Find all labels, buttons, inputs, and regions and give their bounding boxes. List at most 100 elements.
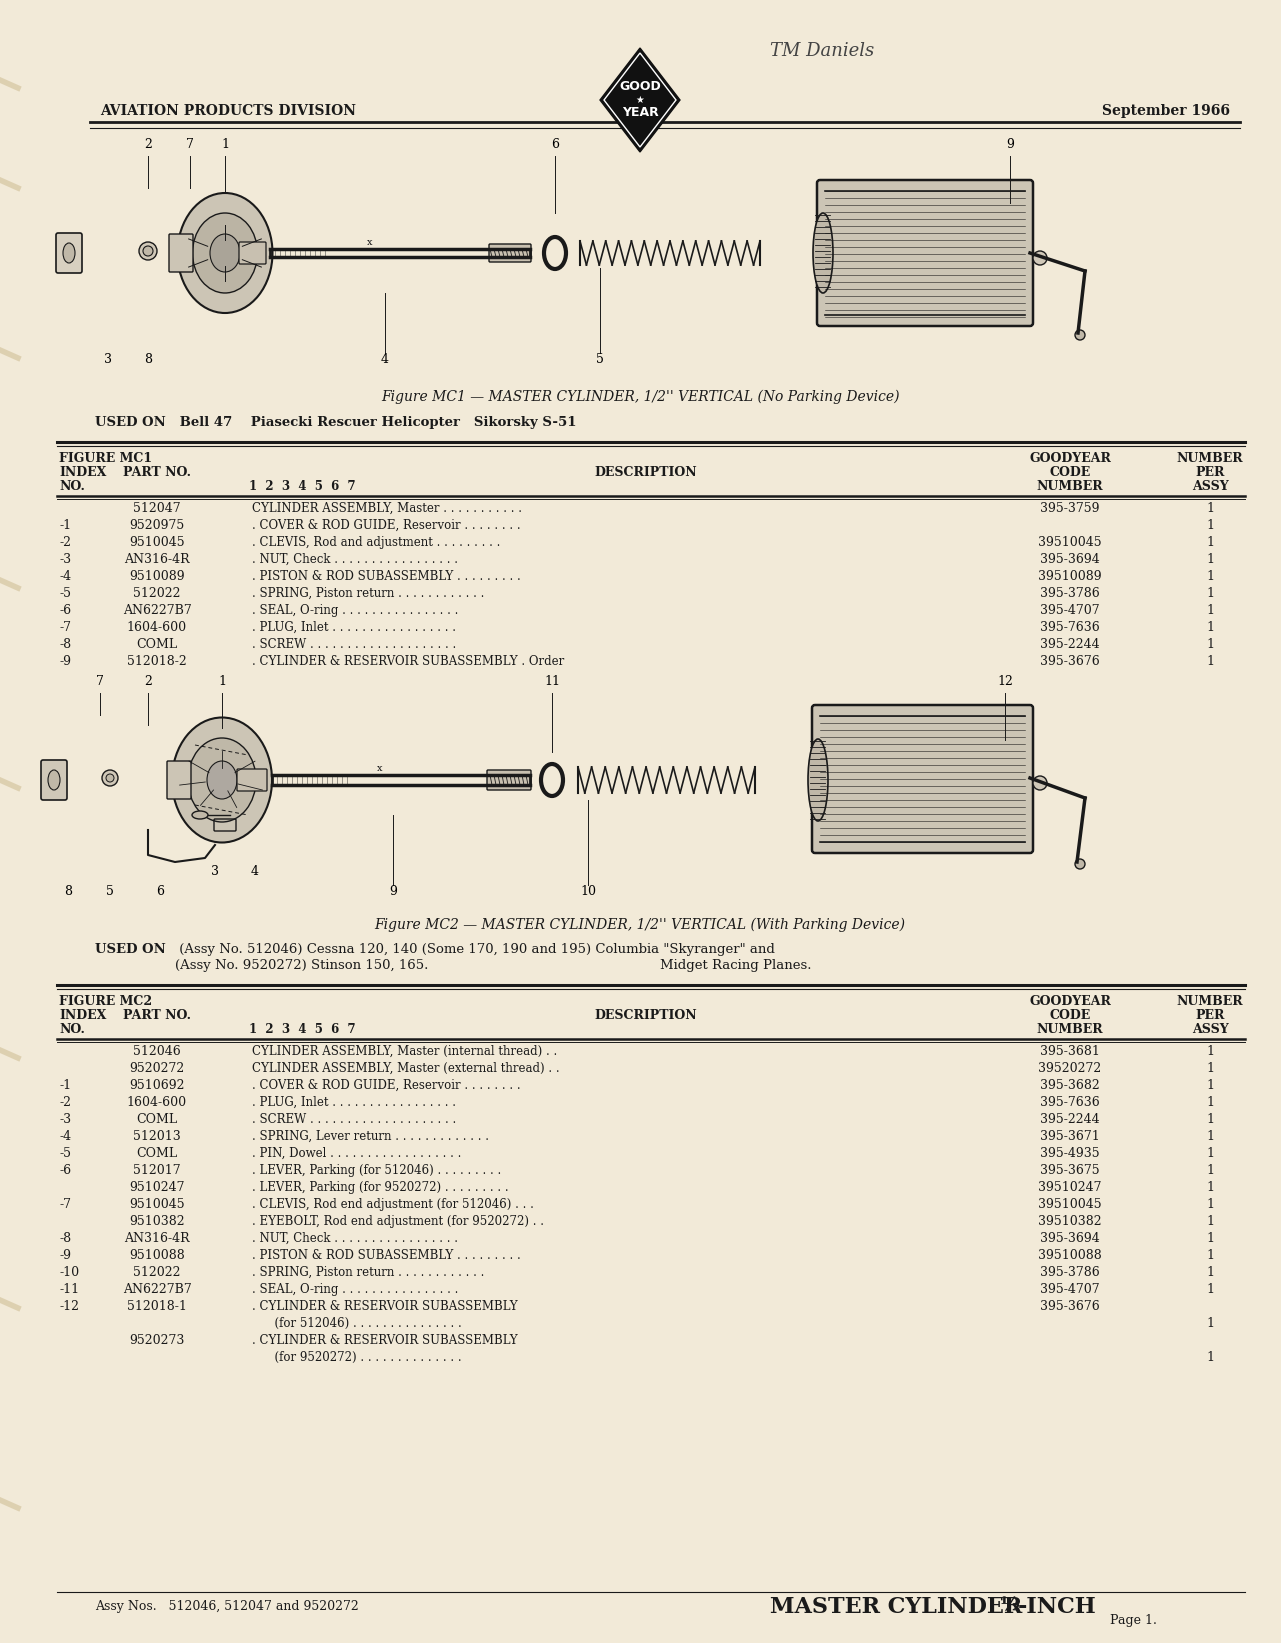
Text: 395-3682: 395-3682	[1040, 1079, 1100, 1093]
Text: AN6227B7: AN6227B7	[123, 605, 191, 618]
Text: . SCREW . . . . . . . . . . . . . . . . . . . .: . SCREW . . . . . . . . . . . . . . . . …	[252, 1112, 456, 1125]
Text: 3: 3	[211, 864, 219, 877]
Text: -2: -2	[59, 1096, 70, 1109]
Text: 395-7636: 395-7636	[1040, 1096, 1100, 1109]
Text: NUMBER: NUMBER	[1036, 1024, 1103, 1037]
Text: 512018-2: 512018-2	[127, 656, 187, 669]
Text: 1: 1	[1205, 621, 1214, 634]
Text: 1: 1	[1205, 587, 1214, 600]
Text: 5: 5	[596, 353, 603, 366]
Text: 8: 8	[64, 886, 72, 899]
Text: 1: 1	[1205, 1096, 1214, 1109]
Text: 9: 9	[389, 886, 397, 899]
Text: 512022: 512022	[133, 587, 181, 600]
Text: 9510692: 9510692	[129, 1079, 184, 1093]
FancyBboxPatch shape	[812, 705, 1032, 853]
Text: 1  2  3  4  5  6  7: 1 2 3 4 5 6 7	[249, 1024, 355, 1037]
Text: 12: 12	[997, 675, 1013, 688]
Text: -10: -10	[59, 1267, 79, 1278]
Text: 1: 1	[1205, 1198, 1214, 1211]
Text: x: x	[377, 764, 383, 772]
Text: 512013: 512013	[133, 1130, 181, 1144]
Text: 11: 11	[544, 675, 560, 688]
Ellipse shape	[172, 718, 272, 843]
FancyBboxPatch shape	[41, 761, 67, 800]
Text: 8: 8	[143, 353, 152, 366]
Text: -INCH: -INCH	[1018, 1595, 1097, 1618]
Text: 9510045: 9510045	[129, 1198, 184, 1211]
Text: 1: 1	[1205, 1232, 1214, 1245]
FancyBboxPatch shape	[240, 242, 266, 265]
Text: 395-2244: 395-2244	[1040, 1112, 1100, 1125]
FancyBboxPatch shape	[237, 769, 266, 790]
Text: 39520272: 39520272	[1039, 1061, 1102, 1075]
Text: FIGURE MC1: FIGURE MC1	[59, 452, 152, 465]
Text: 395-3681: 395-3681	[1040, 1045, 1100, 1058]
Text: . SPRING, Piston return . . . . . . . . . . . .: . SPRING, Piston return . . . . . . . . …	[252, 1267, 484, 1278]
Text: 9510088: 9510088	[129, 1249, 184, 1262]
Text: GOODYEAR: GOODYEAR	[1029, 996, 1111, 1009]
Text: INDEX: INDEX	[59, 1009, 106, 1022]
Text: 1: 1	[1205, 1147, 1214, 1160]
Text: -3: -3	[59, 554, 72, 565]
Text: 512046: 512046	[133, 1045, 181, 1058]
Text: . CLEVIS, Rod end adjustment (for 512046) . . .: . CLEVIS, Rod end adjustment (for 512046…	[252, 1198, 534, 1211]
Text: . NUT, Check . . . . . . . . . . . . . . . . .: . NUT, Check . . . . . . . . . . . . . .…	[252, 554, 459, 565]
FancyBboxPatch shape	[489, 245, 532, 261]
Text: -5: -5	[59, 587, 70, 600]
Ellipse shape	[208, 761, 237, 798]
Text: 1: 1	[1205, 1351, 1214, 1364]
Text: 395-4707: 395-4707	[1040, 605, 1100, 618]
Text: 4: 4	[380, 353, 389, 366]
Text: MASTER CYLINDER: MASTER CYLINDER	[770, 1595, 1030, 1618]
Text: 1: 1	[1205, 1181, 1214, 1194]
Text: 512047: 512047	[133, 503, 181, 514]
Text: ½: ½	[1000, 1595, 1021, 1613]
Text: . CYLINDER & RESERVOIR SUBASSEMBLY . Order: . CYLINDER & RESERVOIR SUBASSEMBLY . Ord…	[252, 656, 564, 669]
Text: 2: 2	[143, 675, 152, 688]
Text: 9510247: 9510247	[129, 1181, 184, 1194]
Text: . COVER & ROD GUIDE, Reservoir . . . . . . . .: . COVER & ROD GUIDE, Reservoir . . . . .…	[252, 1079, 520, 1093]
Text: 395-3694: 395-3694	[1040, 1232, 1100, 1245]
Text: USED ON   Bell 47    Piasecki Rescuer Helicopter   Sikorsky S-51: USED ON Bell 47 Piasecki Rescuer Helicop…	[95, 416, 576, 429]
Text: Page 1.: Page 1.	[1111, 1613, 1157, 1627]
Text: 1: 1	[1205, 1283, 1214, 1296]
Text: USED ON: USED ON	[95, 943, 165, 956]
FancyBboxPatch shape	[169, 233, 193, 273]
Text: 6: 6	[156, 886, 164, 899]
Text: TM Daniels: TM Daniels	[770, 43, 874, 61]
Text: 9510089: 9510089	[129, 570, 184, 583]
Text: 395-3671: 395-3671	[1040, 1130, 1100, 1144]
Text: . CYLINDER & RESERVOIR SUBASSEMBLY: . CYLINDER & RESERVOIR SUBASSEMBLY	[252, 1300, 518, 1313]
Text: -3: -3	[59, 1112, 72, 1125]
Text: NUMBER: NUMBER	[1177, 452, 1244, 465]
Text: 1: 1	[1205, 637, 1214, 651]
Text: 1: 1	[1205, 1061, 1214, 1075]
Text: ASSY: ASSY	[1191, 480, 1228, 493]
Text: 7: 7	[186, 138, 193, 151]
Text: -12: -12	[59, 1300, 79, 1313]
Text: INDEX: INDEX	[59, 467, 106, 480]
Text: 1: 1	[222, 138, 229, 151]
Ellipse shape	[47, 771, 60, 790]
Text: -9: -9	[59, 1249, 70, 1262]
Text: 395-3694: 395-3694	[1040, 554, 1100, 565]
Text: 10: 10	[580, 886, 596, 899]
Text: 1: 1	[1205, 1079, 1214, 1093]
Ellipse shape	[210, 233, 240, 273]
Text: 39510247: 39510247	[1038, 1181, 1102, 1194]
Text: 9520272: 9520272	[129, 1061, 184, 1075]
Text: 39510045: 39510045	[1038, 1198, 1102, 1211]
Text: (Assy No. 512046) Cessna 120, 140 (Some 170, 190 and 195) Columbia "Skyranger" a: (Assy No. 512046) Cessna 120, 140 (Some …	[175, 943, 775, 956]
Ellipse shape	[1032, 775, 1047, 790]
Text: 1: 1	[1205, 1267, 1214, 1278]
Text: x: x	[368, 238, 373, 246]
Text: . SCREW . . . . . . . . . . . . . . . . . . . .: . SCREW . . . . . . . . . . . . . . . . …	[252, 637, 456, 651]
Text: FIGURE MC2: FIGURE MC2	[59, 996, 152, 1009]
Text: 512022: 512022	[133, 1267, 181, 1278]
Text: 1: 1	[1205, 1249, 1214, 1262]
Text: 1: 1	[1205, 605, 1214, 618]
Text: (for 512046) . . . . . . . . . . . . . . .: (for 512046) . . . . . . . . . . . . . .…	[252, 1318, 461, 1329]
Text: 1: 1	[1205, 1318, 1214, 1329]
Text: 1: 1	[1205, 1216, 1214, 1227]
